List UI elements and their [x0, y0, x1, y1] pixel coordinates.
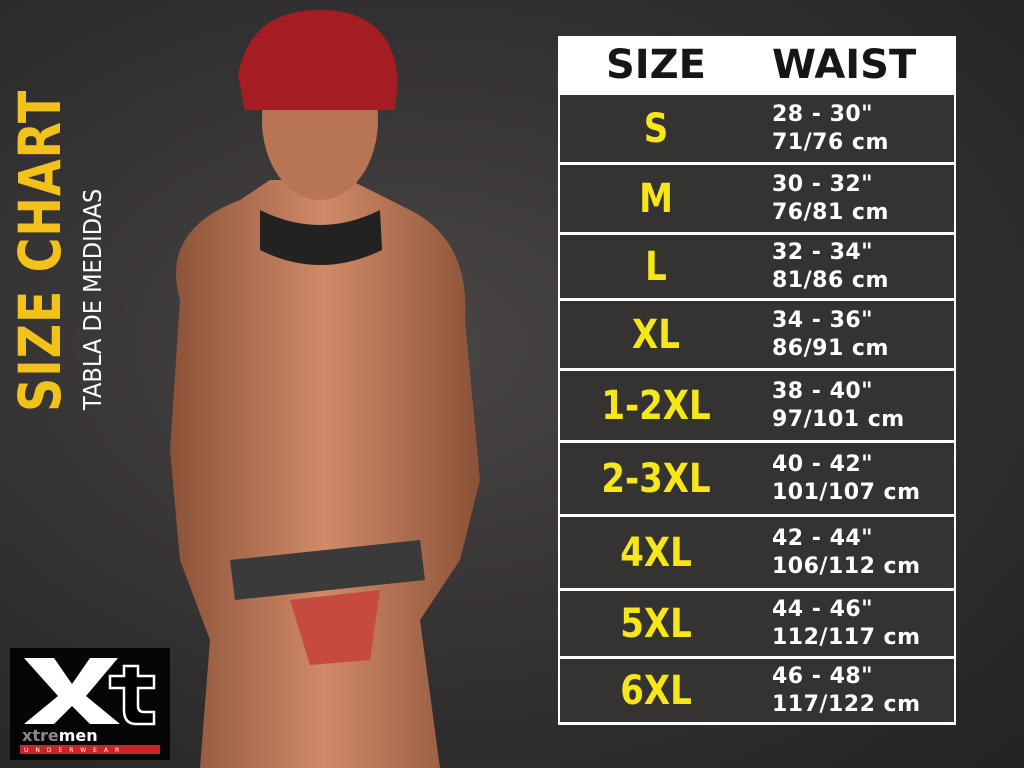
waist-cell: 46 - 48" 117/122 cm	[752, 663, 954, 719]
title-sub: TABLA DE MEDIDAS	[78, 188, 107, 410]
table-header: SIZE WAIST	[560, 38, 954, 92]
table-row: M 30 - 32" 76/81 cm	[560, 165, 954, 232]
size-cell: 5XL	[620, 600, 692, 647]
waist-inches: 28 - 30"	[772, 101, 874, 127]
table-row: XL 34 - 36" 86/91 cm	[560, 301, 954, 368]
table-body: S 28 - 30" 71/76 cm M 30 - 32" 76/81 cm L 32…	[560, 95, 954, 722]
waist-cell: 28 - 30" 71/76 cm	[752, 101, 954, 157]
table-row: 1-2XL 38 - 40" 97/101 cm	[560, 371, 954, 440]
waist-inches: 44 - 46"	[772, 596, 874, 622]
svg-text:UNDERWEAR: UNDERWEAR	[24, 747, 126, 754]
size-cell: M	[639, 175, 673, 222]
table-row: L 32 - 34" 81/86 cm	[560, 235, 954, 298]
waist-cm: 71/76 cm	[772, 129, 889, 155]
model-photo	[170, 10, 480, 768]
table-row: 5XL 44 - 46" 112/117 cm	[560, 591, 954, 656]
waist-cell: 40 - 42" 101/107 cm	[752, 451, 954, 507]
waist-inches: 38 - 40"	[772, 378, 874, 404]
waist-inches: 42 - 44"	[772, 525, 874, 551]
header-waist: WAIST	[772, 42, 917, 88]
waist-cell: 42 - 44" 106/112 cm	[752, 525, 954, 581]
xtremen-logo: xtremen UNDERWEAR	[10, 648, 170, 760]
waist-inches: 34 - 36"	[772, 307, 874, 333]
size-chart-table: SIZE WAIST S 28 - 30" 71/76 cm M 30 - 32" 7…	[558, 36, 956, 725]
table-row: S 28 - 30" 71/76 cm	[560, 95, 954, 162]
size-cell: 2-3XL	[601, 455, 711, 502]
table-row: 4XL 42 - 44" 106/112 cm	[560, 517, 954, 588]
header-size: SIZE	[605, 42, 707, 88]
title-main: SIZE CHART	[6, 89, 74, 412]
svg-text:xtremen: xtremen	[22, 726, 98, 745]
waist-inches: 30 - 32"	[772, 171, 874, 197]
waist-cell: 34 - 36" 86/91 cm	[752, 307, 954, 363]
waist-cell: 30 - 32" 76/81 cm	[752, 171, 954, 227]
waist-cm: 101/107 cm	[772, 479, 921, 505]
size-cell: 6XL	[620, 667, 692, 714]
waist-cm: 81/86 cm	[772, 267, 889, 293]
waist-cm: 117/122 cm	[772, 691, 921, 717]
table-row: 2-3XL 40 - 42" 101/107 cm	[560, 443, 954, 514]
size-cell: XL	[632, 311, 680, 358]
waist-cm: 112/117 cm	[772, 624, 921, 650]
size-chart-title: SIZE CHART TABLA DE MEDIDAS	[6, 19, 110, 412]
waist-cm: 86/91 cm	[772, 335, 889, 361]
waist-inches: 32 - 34"	[772, 239, 874, 265]
table-row: 6XL 46 - 48" 117/122 cm	[560, 659, 954, 722]
waist-cm: 106/112 cm	[772, 553, 921, 579]
waist-inches: 40 - 42"	[772, 451, 874, 477]
waist-cell: 44 - 46" 112/117 cm	[752, 596, 954, 652]
waist-cm: 76/81 cm	[772, 199, 889, 225]
waist-cell: 38 - 40" 97/101 cm	[752, 378, 954, 434]
xtremen-logo-mark: xtremen UNDERWEAR	[20, 658, 160, 754]
size-cell: 4XL	[620, 529, 692, 576]
size-cell: S	[643, 105, 669, 152]
waist-inches: 46 - 48"	[772, 663, 874, 689]
waist-cell: 32 - 34" 81/86 cm	[752, 239, 954, 295]
waist-cm: 97/101 cm	[772, 406, 905, 432]
size-cell: L	[645, 243, 667, 290]
size-cell: 1-2XL	[601, 382, 711, 429]
